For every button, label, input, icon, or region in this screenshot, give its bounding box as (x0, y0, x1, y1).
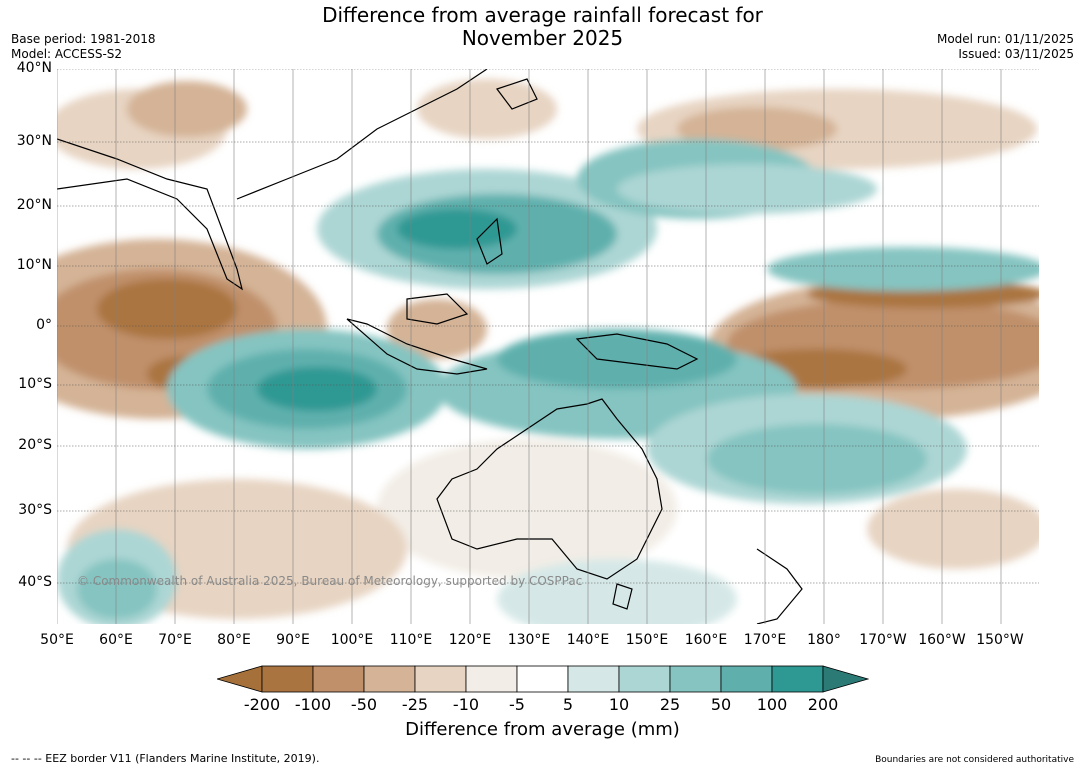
australia-outline (436, 398, 663, 580)
lat-label-10n: 10°N (16, 257, 52, 273)
colorbar-segment (261, 665, 314, 693)
title-line-2: November 2025 (461, 26, 624, 50)
lon-label-170w: 170°W (859, 632, 907, 648)
lon-label-160w: 160°W (918, 632, 966, 648)
lat-label-10s: 10°S (18, 376, 52, 392)
coastlines (57, 69, 803, 624)
model-name: Model: ACCESS-S2 (11, 47, 123, 61)
forecast-map (57, 69, 1039, 624)
meta-left: Base period: 1981-2018 Model: ACCESS-S2 (11, 32, 156, 62)
chart-title: Difference from average rainfall forecas… (0, 4, 1085, 50)
lon-label-100e: 100°E (330, 632, 374, 648)
lon-label-50e: 50°E (40, 632, 74, 648)
new-zealand-outline (756, 548, 803, 624)
lat-label-30n: 30°N (16, 133, 52, 149)
borneo-outline (406, 293, 469, 325)
lon-label-140e: 140°E (566, 632, 610, 648)
colorbar-segment (618, 665, 671, 693)
tasmania-outline (612, 583, 633, 610)
legend-tick-neg5: -5 (509, 695, 525, 714)
colorbar (217, 665, 869, 693)
meta-right: Model run: 01/11/2025 Issued: 03/11/2025 (937, 32, 1074, 62)
new-guinea-outline (575, 333, 699, 370)
base-period: Base period: 1981-2018 (11, 32, 156, 46)
colorbar-segments (217, 665, 869, 693)
legend-tick-100: 100 (756, 695, 788, 714)
colorbar-segment (567, 665, 620, 693)
eez-border-note: -- -- -- EEZ border V11 (Flanders Marine… (11, 752, 320, 765)
meridians (57, 69, 1002, 624)
legend-tick-10: 10 (608, 695, 630, 714)
lon-label-110e: 110°E (389, 632, 433, 648)
colorbar-segment (516, 665, 569, 693)
lon-label-130e: 130°E (507, 632, 551, 648)
legend-tick-neg200: -200 (243, 695, 281, 714)
colorbar-segment (720, 665, 773, 693)
colorbar-segment (312, 665, 365, 693)
legend-tick-neg50: -50 (350, 695, 378, 714)
lat-label-20n: 20°N (16, 197, 52, 213)
colorbar-segment (414, 665, 467, 693)
indonesia-outline (346, 318, 488, 375)
legend-tick-neg10: -10 (452, 695, 480, 714)
lon-label-120e: 120°E (448, 632, 492, 648)
lon-label-60e: 60°E (99, 632, 133, 648)
asia-coast-outline (236, 69, 488, 200)
lon-label-90e: 90°E (276, 632, 310, 648)
lon-label-160e: 160°E (684, 632, 728, 648)
map-svg (57, 69, 1039, 624)
india-arabia-outline (57, 138, 243, 291)
copyright-watermark: © Commonwealth of Australia 2025, Bureau… (77, 574, 583, 588)
lat-label-0: 0° (36, 317, 52, 333)
lon-label-170e: 170°E (743, 632, 787, 648)
japan-outline (496, 78, 538, 110)
lat-label-40n: 40°N (16, 60, 52, 76)
issued-date: Issued: 03/11/2025 (958, 47, 1074, 61)
model-run: Model run: 01/11/2025 (936, 32, 1074, 46)
title-line-1: Difference from average rainfall forecas… (322, 3, 763, 27)
lat-label-40s: 40°S (18, 574, 52, 590)
lon-label-150w: 150°W (976, 632, 1024, 648)
legend-label: Difference from average (mm) (405, 719, 680, 740)
colorbar-arrow-low (217, 665, 263, 693)
colorbar-segment (771, 665, 824, 693)
colorbar-segment (363, 665, 416, 693)
legend-tick-50: 50 (710, 695, 732, 714)
colorbar-arrow-high (822, 665, 869, 693)
lon-label-150e: 150°E (625, 632, 669, 648)
legend-tick-neg25: -25 (401, 695, 429, 714)
colorbar-segment (465, 665, 518, 693)
colorbar-segment (669, 665, 722, 693)
legend-tick-neg100: -100 (294, 695, 332, 714)
lon-label-80e: 80°E (217, 632, 251, 648)
legend-tick-5: 5 (562, 695, 574, 714)
lat-label-20s: 20°S (18, 437, 52, 453)
legend-tick-200: 200 (807, 695, 839, 714)
lat-label-30s: 30°S (18, 502, 52, 518)
boundaries-disclaimer: Boundaries are not considered authoritat… (875, 755, 1074, 765)
rainfall-anomaly-field (57, 79, 1039, 624)
lon-label-180: 180° (807, 632, 841, 648)
lon-label-70e: 70°E (158, 632, 192, 648)
philippines-outline (476, 217, 503, 265)
legend-tick-25: 25 (659, 695, 681, 714)
